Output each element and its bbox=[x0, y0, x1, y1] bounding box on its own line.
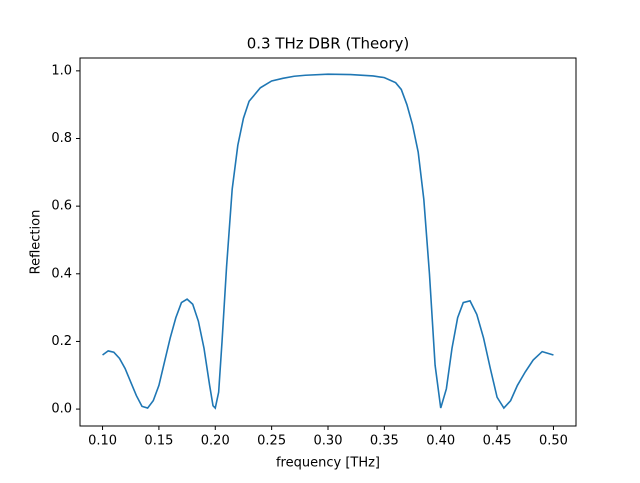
y-tick-label: 0.0 bbox=[51, 402, 72, 417]
x-tick-label: 0.25 bbox=[257, 434, 286, 449]
x-tick-label: 0.40 bbox=[426, 434, 455, 449]
line bbox=[102, 73, 554, 410]
x-tick-label: 0.50 bbox=[539, 434, 568, 449]
x-tick-label: 0.45 bbox=[483, 434, 512, 449]
x-tick-label: 0.30 bbox=[314, 434, 343, 449]
x-tick-label: 0.15 bbox=[144, 434, 173, 449]
y-tick-label: 1.0 bbox=[51, 63, 72, 78]
y-axis-label: Reflection bbox=[29, 210, 44, 275]
y-tick-label: 0.6 bbox=[51, 199, 72, 214]
y-tick-label: 0.8 bbox=[51, 131, 72, 146]
x-tick-label: 0.20 bbox=[201, 434, 230, 449]
y-tick-label: 0.4 bbox=[51, 266, 72, 281]
plot-frame bbox=[79, 57, 577, 427]
x-tick-label: 0.35 bbox=[370, 434, 399, 449]
x-tick-label: 0.10 bbox=[88, 434, 117, 449]
y-tick-label: 0.2 bbox=[51, 334, 72, 349]
x-axis-label: frequency [THz] bbox=[276, 456, 380, 471]
chart-title: 0.3 THz DBR (Theory) bbox=[247, 35, 410, 53]
